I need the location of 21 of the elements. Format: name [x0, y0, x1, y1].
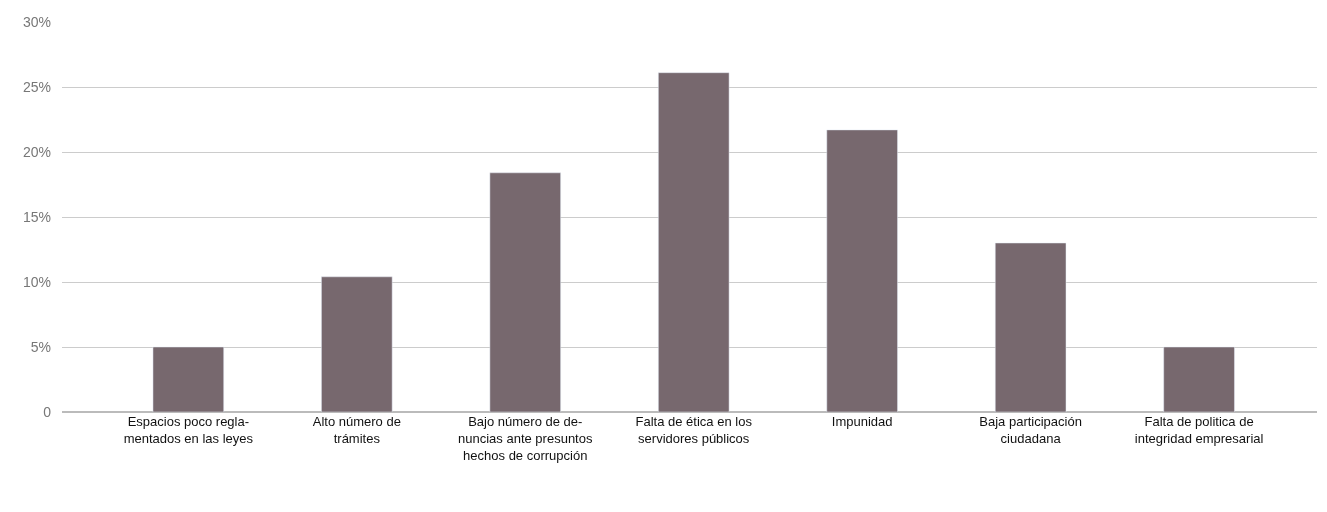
bar [995, 242, 1067, 412]
x-tick-label: Espacios poco regla- mentados en las leyes [123, 414, 254, 446]
x-tick-label: Impunidad [831, 414, 893, 429]
x-tick-label: Baja participación ciudadana [979, 414, 1082, 446]
bar [826, 129, 898, 412]
bar [152, 346, 224, 412]
bar [489, 172, 561, 412]
y-tick-label: 0 [43, 403, 52, 420]
y-tick-label: 25% [22, 78, 51, 95]
bar [321, 276, 393, 412]
x-tick-label: Falta de politica de integridad empresarial [1134, 414, 1264, 446]
bar [658, 72, 730, 412]
y-tick-label: 5% [30, 338, 51, 355]
x-tick-label: Falta de ética en los servidores públicos [635, 414, 753, 446]
y-tick-label: 15% [22, 208, 51, 225]
x-tick-label: Bajo número de de- nuncias ante presuntos hechos de corrupción [458, 414, 593, 463]
bar [1163, 346, 1235, 412]
y-tick-label: 20% [22, 143, 51, 160]
x-tick-label: Alto número de trámites [312, 414, 401, 446]
y-tick-label: 10% [22, 273, 51, 290]
y-tick-label: 30% [22, 13, 51, 30]
